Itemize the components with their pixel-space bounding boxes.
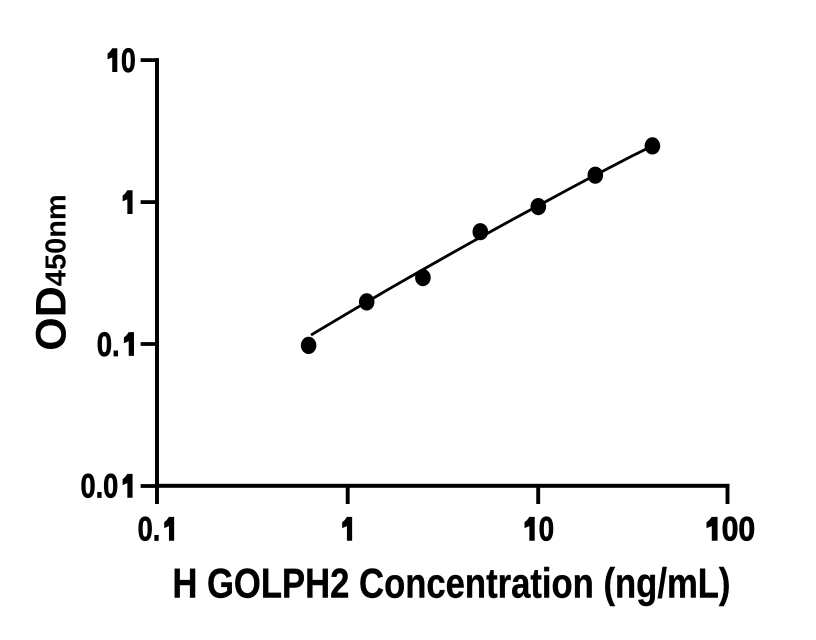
svg-text:0.: 0. bbox=[138, 510, 161, 549]
svg-text:0: 0 bbox=[121, 42, 136, 80]
svg-text:H GOLPH2 Concentration (ng/mL): H GOLPH2 Concentration (ng/mL) bbox=[172, 560, 730, 607]
svg-text:0.: 0. bbox=[97, 325, 120, 363]
svg-text:OD450nm: OD450nm bbox=[28, 194, 76, 350]
svg-text:0: 0 bbox=[539, 510, 555, 548]
svg-text:0.0: 0.0 bbox=[80, 467, 118, 506]
svg-text:00: 00 bbox=[722, 510, 756, 548]
